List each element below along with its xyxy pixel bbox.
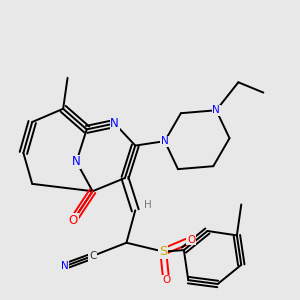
Text: O: O — [162, 275, 170, 285]
Text: N: N — [110, 117, 119, 130]
Text: N: N — [61, 261, 68, 271]
Text: S: S — [159, 245, 167, 258]
Text: N: N — [161, 136, 169, 146]
Text: C: C — [89, 251, 96, 261]
Text: H: H — [144, 200, 152, 210]
Text: O: O — [69, 214, 78, 226]
Text: N: N — [72, 155, 81, 168]
Text: N: N — [212, 105, 220, 115]
Text: O: O — [187, 235, 195, 245]
